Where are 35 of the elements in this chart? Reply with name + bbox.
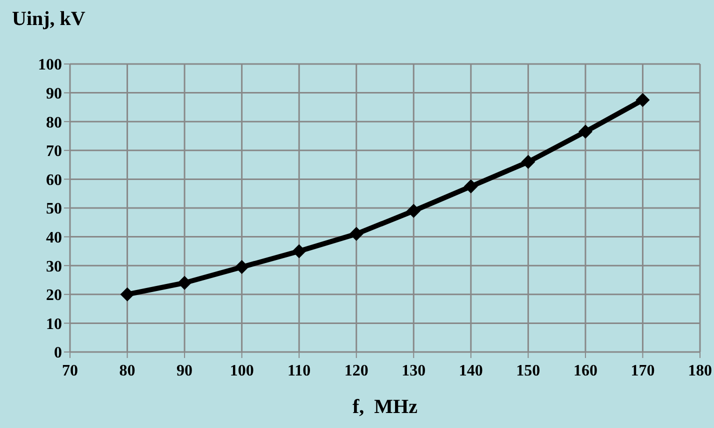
x-tick-label: 120 [344, 362, 368, 380]
y-tick-label: 40 [46, 229, 62, 246]
point [636, 93, 650, 107]
y-tick-label: 70 [46, 143, 62, 160]
y-tick-label: 20 [46, 287, 62, 304]
y-tick-label: 0 [54, 344, 62, 362]
x-tick-label: 180 [688, 362, 712, 380]
point [349, 226, 364, 241]
y-tick-label: 50 [46, 200, 62, 218]
y-tick-label: 10 [46, 316, 62, 333]
x-tick-label: 90 [176, 362, 193, 380]
x-tick-label: 160 [573, 362, 598, 380]
y-tick-label: 90 [46, 85, 62, 102]
x-tick-label: 170 [630, 362, 655, 380]
point [234, 260, 249, 274]
y-tick-label: 30 [46, 258, 62, 276]
point [292, 244, 306, 258]
x-tick-label: 150 [516, 362, 540, 380]
x-tick-label: 100 [230, 362, 254, 380]
x-axis-title: f, MHz [352, 396, 418, 419]
x-tick-label: 140 [458, 362, 483, 380]
x-tick-label: 80 [119, 362, 136, 380]
point [120, 287, 134, 302]
y-tick-label: 80 [46, 114, 62, 132]
x-tick-label: 70 [62, 362, 78, 380]
y-tick-label: 60 [46, 172, 62, 189]
point [521, 154, 536, 169]
point [178, 276, 192, 290]
point [578, 124, 592, 139]
y-axis-title: Uinj, kV [12, 8, 86, 31]
point [406, 204, 421, 218]
point [464, 179, 478, 194]
y-tick-label: 100 [38, 56, 62, 74]
x-tick-label: 130 [402, 362, 426, 380]
x-tick-label: 110 [288, 362, 311, 380]
